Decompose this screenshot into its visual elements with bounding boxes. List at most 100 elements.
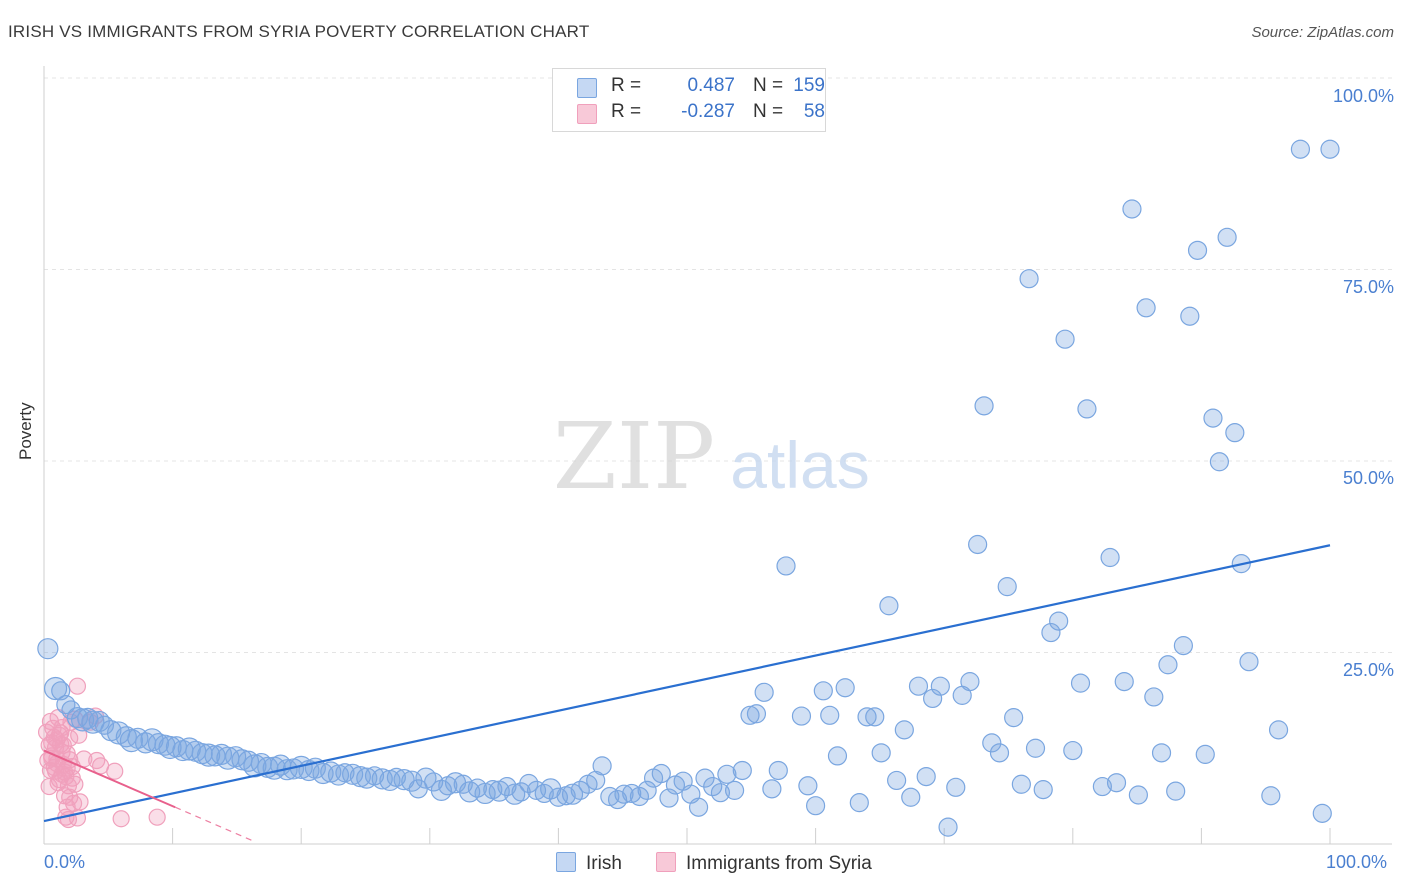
n-value: 58	[803, 101, 825, 122]
irish-point	[371, 768, 393, 790]
syria-point	[112, 810, 130, 828]
irish-point	[637, 780, 657, 800]
series-syria-points	[37, 677, 166, 829]
irish-point	[754, 682, 774, 702]
irish-point	[1209, 452, 1230, 472]
syria-legend-swatch	[656, 852, 676, 872]
irish-point	[732, 760, 752, 781]
irish-point	[393, 769, 415, 791]
irish-point	[1268, 720, 1289, 740]
irish-point	[879, 596, 899, 616]
irish-point	[1033, 780, 1053, 800]
irish-point	[1180, 306, 1200, 326]
irish-point	[424, 772, 444, 792]
correlation-legend: R = 0.487 N = 159 R = -0.287 N = 58	[552, 68, 826, 132]
irish-point	[1055, 329, 1075, 349]
irish-point	[938, 817, 958, 837]
r-label: R =	[611, 75, 642, 96]
irish-point	[115, 726, 137, 748]
irish-point	[534, 783, 554, 804]
irish-swatch	[577, 78, 597, 98]
chart-title: IRISH VS IMMIGRANTS FROM SYRIA POVERTY C…	[8, 22, 590, 41]
irish-trend-line	[43, 544, 1331, 823]
irish-point	[1063, 740, 1083, 761]
irish-point	[1100, 547, 1120, 568]
irish-point	[1070, 673, 1091, 693]
irish-point	[177, 737, 201, 761]
irish-point	[622, 783, 642, 804]
irish-point	[1151, 743, 1172, 763]
irish-point	[930, 676, 950, 696]
irish-point	[1011, 774, 1031, 794]
watermark-atlas: atlas	[730, 428, 869, 502]
irish-point	[894, 720, 914, 740]
irish-point	[342, 763, 364, 785]
irish-point	[312, 762, 334, 785]
grid-lines	[43, 66, 1392, 845]
irish-point	[519, 773, 539, 794]
n-value: 159	[793, 75, 825, 96]
irish-point	[798, 776, 818, 796]
syria-point	[53, 718, 71, 737]
syria-swatch	[577, 104, 597, 124]
syria-trend-line	[43, 749, 176, 809]
irish-point	[1290, 139, 1311, 159]
irish-point	[81, 710, 105, 734]
y-tick-label: 50.0%	[1342, 468, 1394, 488]
irish-point	[835, 678, 855, 698]
irish-point	[887, 770, 907, 791]
irish-point	[1203, 408, 1223, 428]
irish-point	[43, 676, 68, 701]
irish-point	[592, 756, 612, 776]
irish-point	[688, 797, 709, 817]
irish-point	[997, 577, 1017, 597]
irish-point	[1041, 622, 1061, 643]
irish-point	[717, 764, 737, 784]
syria-point	[43, 734, 61, 752]
irish-point	[1312, 803, 1332, 823]
irish-point	[1092, 776, 1112, 797]
bottom-legend-irish: Irish	[556, 852, 622, 875]
irish-point	[776, 556, 796, 576]
irish-point	[349, 765, 371, 788]
syria-point	[66, 775, 84, 793]
irish-point	[989, 743, 1010, 763]
irish-point	[607, 789, 628, 810]
source-label: Source: ZipAtlas.com	[1251, 24, 1394, 41]
irish-point	[1195, 744, 1215, 764]
bottom-legend-syria: Immigrants from Syria	[656, 852, 872, 875]
irish-point	[1187, 240, 1208, 260]
syria-trend-extension	[174, 806, 256, 843]
irish-point	[1225, 423, 1245, 443]
irish-point	[857, 707, 877, 727]
trend-lines	[43, 544, 1331, 843]
irish-point	[356, 767, 378, 789]
y-tick-label: 25.0%	[1342, 660, 1394, 680]
irish-point	[827, 746, 848, 766]
syria-point	[148, 808, 166, 826]
irish-point	[849, 793, 869, 813]
irish-point	[335, 763, 355, 783]
irish-point	[504, 783, 526, 805]
series-irish-points	[37, 139, 1340, 837]
x-tick-label: 0.0%	[44, 852, 86, 872]
n-label: N =	[753, 101, 784, 122]
syria-point	[40, 777, 58, 796]
irish-point	[746, 704, 767, 724]
irish-point	[805, 796, 826, 816]
irish-point	[968, 534, 988, 555]
irish-point	[762, 779, 782, 799]
y-axis-label: Poverty	[16, 402, 35, 460]
irish-point	[37, 638, 59, 660]
r-value: -0.287	[681, 101, 735, 122]
irish-point	[791, 706, 812, 726]
irish-point	[1077, 399, 1097, 419]
syria-legend-label: Immigrants from Syria	[686, 853, 872, 874]
irish-point	[570, 780, 590, 800]
irish-point	[1049, 611, 1069, 631]
irish-point	[651, 763, 671, 784]
irish-point	[740, 705, 760, 725]
irish-point	[974, 396, 994, 416]
irish-point	[1114, 672, 1134, 692]
